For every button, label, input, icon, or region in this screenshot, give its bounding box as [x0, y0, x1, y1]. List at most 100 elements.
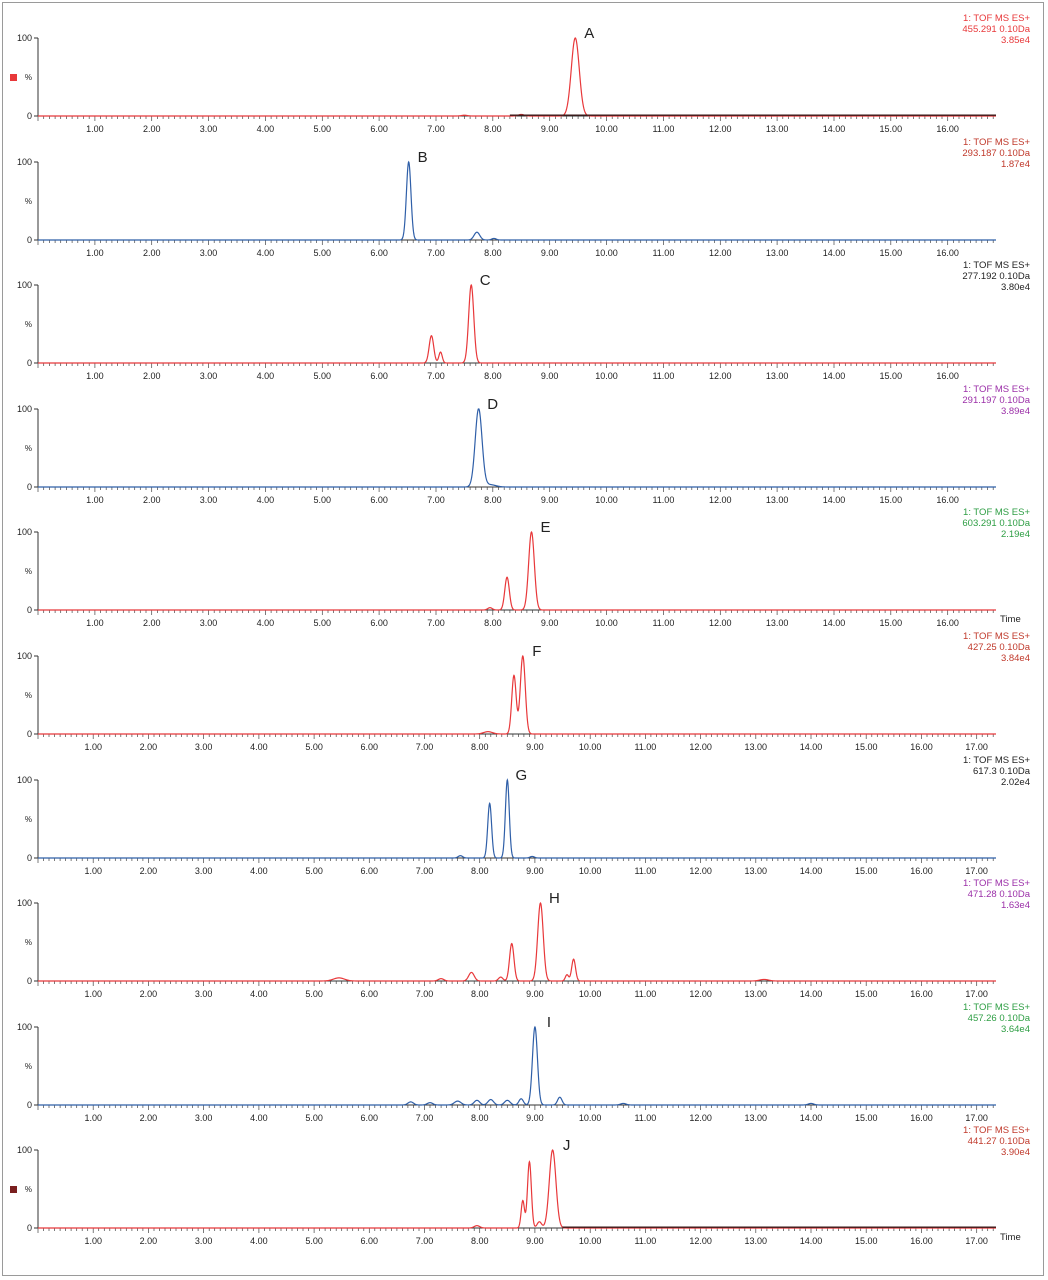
x-tick-label: 3.00	[195, 866, 213, 876]
x-tick-label: 12.00	[709, 124, 732, 134]
x-axis-ticks	[37, 363, 994, 368]
x-tick-label: 2.00	[140, 989, 158, 999]
y-tick-label: 100	[17, 898, 32, 908]
x-tick-label: 10.00	[579, 1113, 602, 1123]
x-tick-label: 14.00	[800, 989, 823, 999]
y-axis-label: %	[25, 444, 32, 453]
trace-line	[38, 901, 996, 982]
x-tick-label: 1.00	[84, 1236, 102, 1246]
x-tick-label: 11.00	[634, 1236, 656, 1246]
x-tick-label: 12.00	[709, 495, 732, 505]
y-axis-label: %	[25, 567, 32, 576]
trace-line	[38, 1025, 996, 1106]
y-tick-label: 100	[17, 527, 32, 537]
y-tick-label: 0	[27, 976, 32, 986]
x-tick-label: 4.00	[257, 495, 275, 505]
x-tick-label: 6.00	[370, 371, 388, 381]
trace-header-line: 3.89e4	[1001, 406, 1030, 417]
x-tick-label: 17.00	[965, 742, 988, 752]
x-tick-label: 15.00	[880, 495, 903, 505]
x-tick-label: 3.00	[200, 124, 218, 134]
peak-label: G	[516, 767, 528, 784]
x-tick-label: 3.00	[195, 1113, 213, 1123]
x-tick-label: 13.00	[745, 1236, 768, 1246]
x-tick-label: 10.00	[595, 371, 618, 381]
x-tick-label: 6.00	[370, 124, 388, 134]
x-tick-label: 13.00	[745, 1113, 768, 1123]
trace-header-line: 1: TOF MS ES+	[963, 1125, 1030, 1136]
trace-line	[38, 37, 996, 117]
trace-header-line: 603.291 0.10Da	[962, 518, 1030, 529]
x-tick-label: 8.00	[471, 866, 489, 876]
x-tick-label: 13.00	[745, 742, 768, 752]
trace-header-line: 2.02e4	[1001, 777, 1030, 788]
trace-header-line: 1.87e4	[1001, 159, 1030, 170]
x-tick-label: 13.00	[766, 124, 789, 134]
x-tick-label: 17.00	[965, 1113, 988, 1123]
trace-header-line: 2.19e4	[1001, 529, 1030, 540]
y-tick-label: 0	[27, 111, 32, 121]
peak-label: C	[480, 272, 491, 289]
peak-label: F	[532, 643, 541, 660]
x-tick-label: 14.00	[800, 1236, 823, 1246]
trace-line	[38, 530, 996, 611]
x-tick-label: 17.00	[965, 866, 988, 876]
y-tick-label: 0	[27, 1100, 32, 1110]
x-tick-label: 9.00	[541, 248, 559, 258]
x-tick-label: 1.00	[84, 989, 102, 999]
x-tick-label: 1.00	[86, 618, 104, 628]
x-tick-label: 13.00	[745, 989, 768, 999]
x-tick-label: 13.00	[766, 248, 789, 258]
trace-header-line: 1: TOF MS ES+	[963, 631, 1030, 642]
x-tick-label: 9.00	[541, 124, 559, 134]
peak-label: D	[487, 396, 498, 413]
x-tick-label: 15.00	[880, 371, 903, 381]
x-tick-label: 6.00	[370, 248, 388, 258]
x-tick-label: 11.00	[652, 495, 674, 505]
trace-header-line: 455.291 0.10Da	[962, 24, 1030, 35]
trace-header-line: 1: TOF MS ES+	[963, 384, 1030, 395]
y-axis-label: %	[25, 815, 32, 824]
x-axis-ticks	[37, 487, 994, 492]
x-tick-label: 11.00	[634, 989, 656, 999]
y-tick-label: 100	[17, 1145, 32, 1155]
x-tick-label: 11.00	[652, 248, 674, 258]
x-tick-label: 15.00	[855, 1113, 878, 1123]
x-tick-label: 1.00	[84, 742, 102, 752]
trace-header-line: 1: TOF MS ES+	[963, 878, 1030, 889]
x-tick-label: 7.00	[427, 124, 445, 134]
trace-line	[38, 283, 996, 364]
x-tick-label: 5.00	[305, 1236, 323, 1246]
x-tick-label: 10.00	[595, 124, 618, 134]
y-axis-label: %	[25, 320, 32, 329]
x-tick-label: 6.00	[361, 1236, 379, 1246]
x-tick-label: 10.00	[595, 248, 618, 258]
x-tick-label: 9.00	[541, 618, 559, 628]
x-tick-label: 9.00	[526, 989, 544, 999]
y-axis-label: %	[25, 691, 32, 700]
y-tick-label: 0	[27, 605, 32, 615]
x-tick-label: 9.00	[526, 1236, 544, 1246]
x-tick-label: 9.00	[541, 495, 559, 505]
peak-label: H	[549, 890, 560, 907]
x-tick-label: 13.00	[766, 495, 789, 505]
x-axis-ticks	[37, 240, 994, 245]
x-tick-label: 8.00	[484, 248, 502, 258]
y-tick-label: 100	[17, 404, 32, 414]
x-tick-label: 6.00	[361, 866, 379, 876]
x-tick-label: 12.00	[689, 866, 712, 876]
x-tick-label: 10.00	[579, 1236, 602, 1246]
x-tick-label: 6.00	[361, 1113, 379, 1123]
x-tick-label: 2.00	[140, 1113, 158, 1123]
x-tick-label: 14.00	[823, 495, 846, 505]
x-axis-ticks	[37, 734, 994, 739]
trace-header-line: 3.85e4	[1001, 35, 1030, 46]
x-tick-label: 10.00	[595, 618, 618, 628]
x-tick-label: 7.00	[427, 371, 445, 381]
x-tick-label: 14.00	[800, 1113, 823, 1123]
trace-header-line: 3.90e4	[1001, 1147, 1030, 1158]
x-tick-label: 9.00	[541, 371, 559, 381]
x-tick-label: 5.00	[314, 371, 332, 381]
